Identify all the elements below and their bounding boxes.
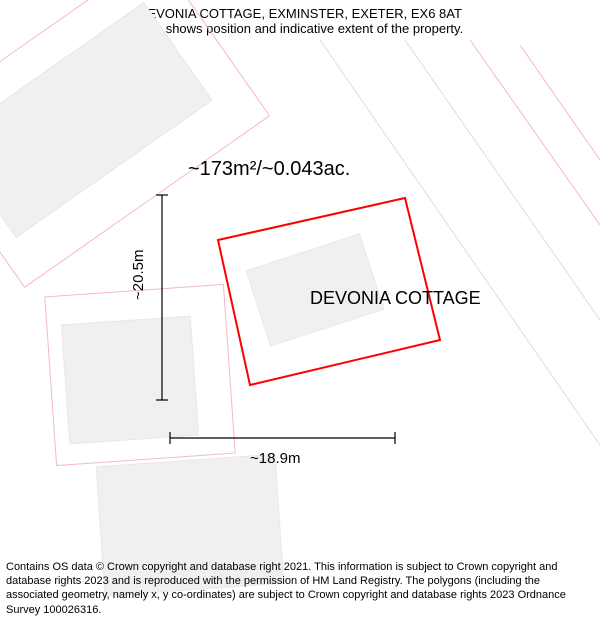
dimension-vertical-text: ~20.5m xyxy=(130,250,147,300)
dimension-horizontal-text: ~18.9m xyxy=(250,450,300,467)
area-label: ~173m²/~0.043ac. xyxy=(188,158,350,181)
property-name-label: DEVONIA COTTAGE xyxy=(310,288,481,309)
copyright-footer: Contains OS data © Crown copyright and d… xyxy=(6,560,594,617)
building-footprint xyxy=(61,316,199,445)
map-canvas: ~173m²/~0.043ac. DEVONIA COTTAGE ~20.5m … xyxy=(0,40,600,550)
